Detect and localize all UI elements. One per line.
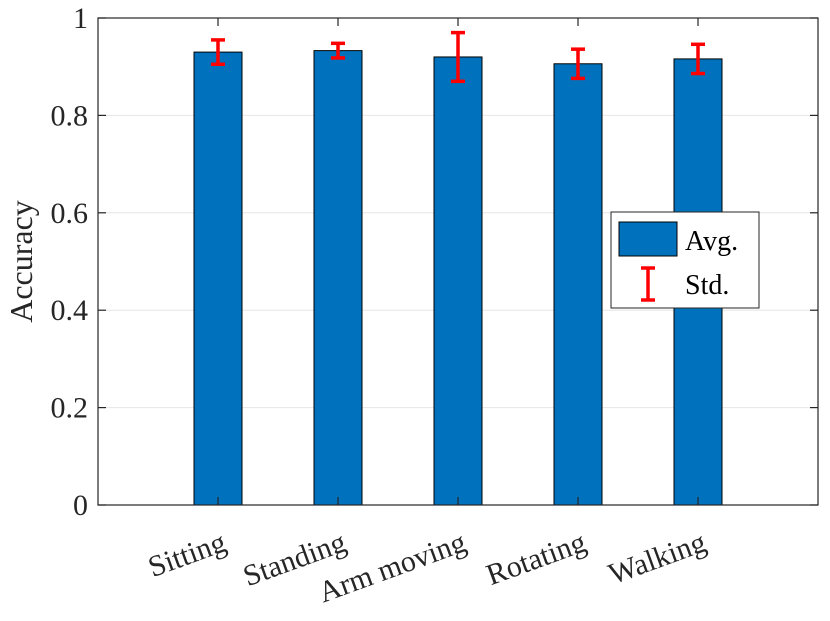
bar <box>313 50 363 506</box>
error-bar <box>571 47 585 81</box>
x-tick-label: Rotating <box>482 526 590 592</box>
bar <box>193 51 243 506</box>
y-tick-label: 0 <box>73 489 88 522</box>
y-tick-label: 0.8 <box>51 99 89 132</box>
y-tick-label: 1 <box>73 2 88 35</box>
x-tick-label: Walking <box>604 526 710 592</box>
y-ticks: 0 0.2 0.4 0.6 0.8 1 <box>51 2 818 522</box>
x-tick-label: Sitting <box>144 526 230 584</box>
error-bar <box>211 38 225 67</box>
y-tick-label: 0.4 <box>51 294 89 327</box>
legend-avg-swatch <box>618 221 678 257</box>
error-bars <box>211 30 705 84</box>
bar <box>553 63 603 506</box>
y-tick-label: 0.2 <box>51 392 89 425</box>
y-axis-title: Accuracy <box>3 200 39 323</box>
legend: Avg. Std. <box>610 211 760 309</box>
error-bar <box>691 42 705 76</box>
legend-avg-label: Avg. <box>685 226 738 257</box>
bar <box>433 56 483 506</box>
y-tick-label: 0.6 <box>51 197 89 230</box>
error-bar <box>331 41 345 60</box>
legend-std-label: Std. <box>685 270 729 301</box>
error-bar <box>451 30 465 84</box>
legend-std-marker <box>641 266 655 302</box>
